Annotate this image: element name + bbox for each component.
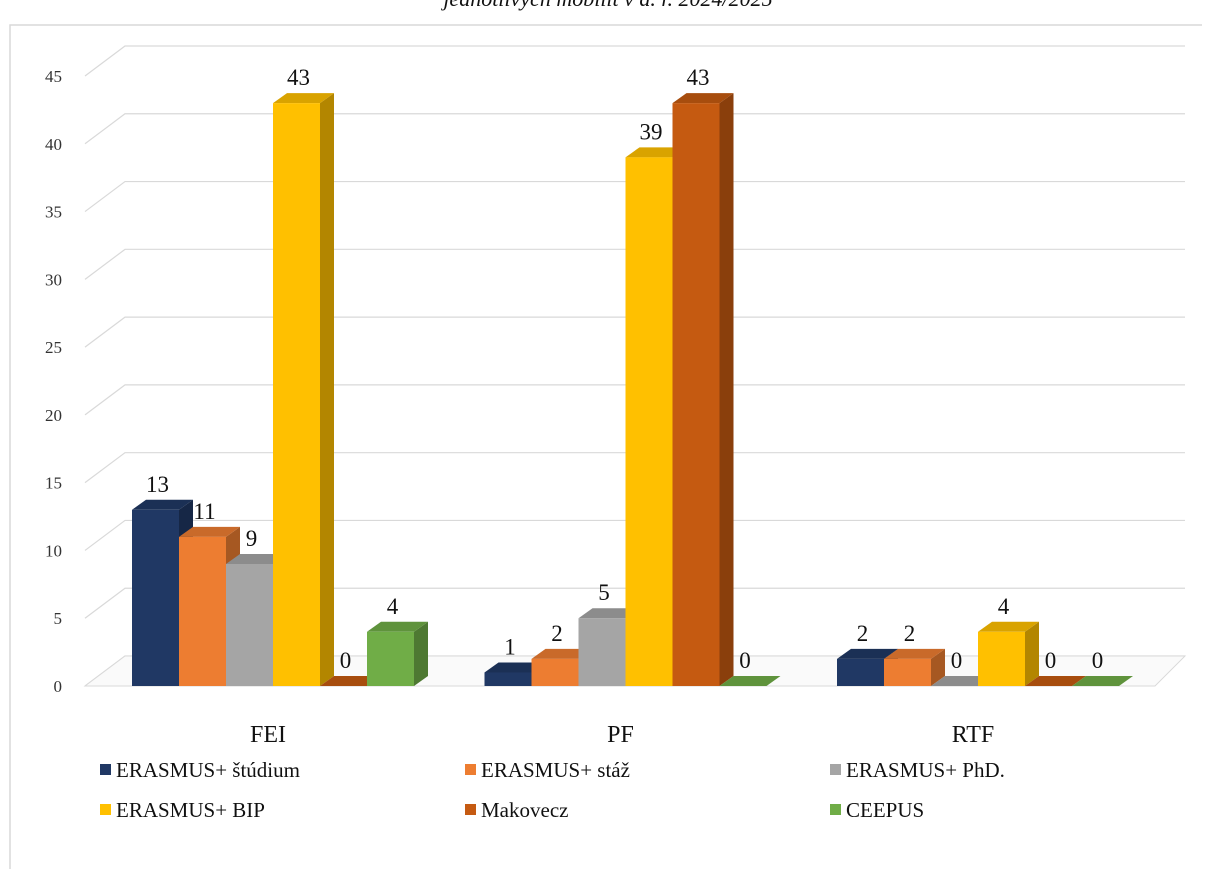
legend-swatch	[830, 804, 841, 815]
x-tick-label: RTF	[952, 722, 995, 748]
value-label: 4	[387, 594, 399, 619]
frame	[9, 24, 1202, 869]
legend-label: ERASMUS+ BIP	[116, 798, 265, 822]
bar	[484, 672, 532, 686]
bar-top	[1072, 676, 1133, 686]
legend-label: ERASMUS+ stáž	[481, 758, 630, 782]
legend-swatch	[100, 764, 111, 775]
value-label: 0	[1045, 648, 1057, 673]
bar-top	[931, 676, 992, 686]
value-label: 9	[246, 526, 258, 551]
bar-top	[719, 676, 781, 686]
value-label: 2	[857, 621, 869, 646]
bar-top	[531, 648, 593, 659]
value-label: 0	[340, 648, 352, 673]
legend-swatch	[465, 804, 476, 815]
bar	[884, 658, 931, 686]
bar-side	[719, 93, 734, 687]
value-label: 2	[551, 621, 563, 646]
bar-top	[837, 648, 898, 659]
bar-top	[132, 499, 193, 510]
value-label: 43	[687, 65, 710, 90]
bar-top	[578, 608, 640, 619]
legend-label: ERASMUS+ štúdium	[116, 758, 300, 782]
grid-line	[84, 452, 1185, 484]
bar	[226, 564, 273, 686]
bar-top	[273, 93, 334, 104]
y-tick-label: 5	[54, 609, 63, 628]
value-label: 43	[287, 65, 310, 90]
legend-swatch	[830, 764, 841, 775]
legend-swatch	[465, 764, 476, 775]
grid-line	[84, 180, 1185, 213]
bar-top	[484, 662, 546, 673]
value-label: 2	[904, 621, 916, 646]
y-tick-label: 15	[45, 474, 62, 493]
grid-line	[84, 113, 1185, 145]
y-tick-label: 40	[45, 135, 62, 154]
y-tick-label: 0	[54, 677, 63, 696]
bar	[625, 157, 673, 687]
bar	[978, 631, 1025, 686]
legend-label: ERASMUS+ PhD.	[846, 758, 1005, 782]
bar	[132, 509, 179, 686]
bar	[578, 618, 626, 686]
x-tick-label: PF	[607, 722, 634, 748]
y-tick-label: 35	[45, 203, 62, 222]
value-label: 0	[1092, 648, 1104, 673]
bar	[273, 103, 320, 687]
grid-line	[84, 384, 1185, 416]
grid-line	[84, 519, 1185, 551]
grid-line	[84, 587, 1185, 619]
bar-side	[320, 93, 334, 687]
value-label: 0	[739, 648, 751, 673]
bar-side	[414, 621, 428, 686]
bar	[367, 631, 414, 686]
value-label: 4	[998, 594, 1010, 619]
value-label: 11	[193, 499, 215, 524]
bar	[672, 103, 720, 687]
x-tick-label: FEI	[250, 722, 286, 748]
grid-line	[84, 316, 1185, 348]
value-label: 13	[146, 472, 169, 497]
legend-label: Makovecz	[481, 798, 568, 822]
bar-top	[179, 526, 240, 537]
value-label: 1	[504, 634, 516, 659]
value-label: 39	[640, 119, 663, 144]
value-label: 5	[598, 580, 610, 605]
bar-top	[978, 621, 1039, 632]
legend-swatch	[100, 804, 111, 815]
legend-label: CEEPUS	[846, 798, 924, 822]
bar-top	[226, 554, 287, 564]
y-tick-label: 30	[45, 270, 62, 289]
bar-side	[1025, 621, 1039, 686]
y-tick-label: 25	[45, 338, 62, 357]
bar-top	[367, 621, 428, 632]
y-tick-label: 45	[45, 67, 62, 86]
bar-top	[320, 676, 381, 686]
bar-top	[625, 147, 687, 158]
y-tick-label: 20	[45, 406, 62, 425]
bar-top	[1025, 676, 1086, 686]
bar-side	[931, 648, 945, 686]
bar	[837, 658, 884, 686]
grid-line	[84, 248, 1185, 280]
value-label: 0	[951, 648, 963, 673]
y-tick-label: 10	[45, 541, 62, 560]
bar-top	[672, 93, 734, 104]
bar	[531, 658, 579, 686]
bar-top	[884, 648, 945, 659]
bar	[179, 536, 226, 686]
grid-line	[84, 45, 1185, 77]
